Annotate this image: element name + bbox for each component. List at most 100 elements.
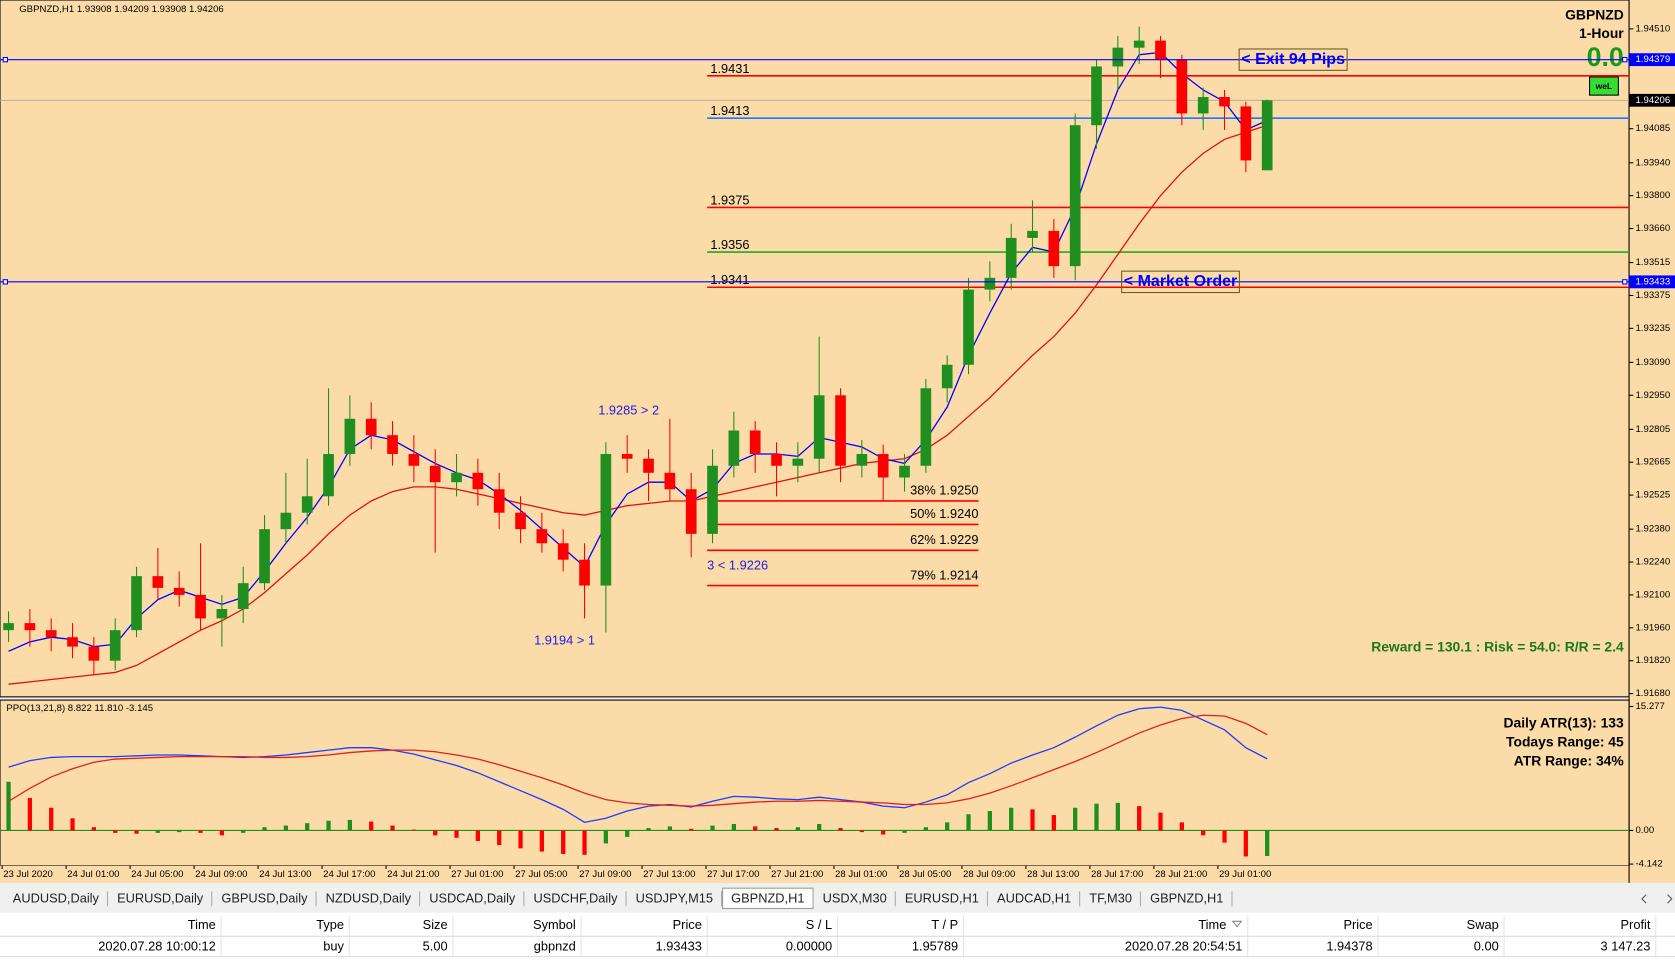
candle-body: [792, 458, 804, 466]
tab-label[interactable]: NZDUSD,Daily: [326, 890, 412, 905]
cell: buy: [323, 938, 344, 953]
ppo-histogram-bar: [497, 830, 502, 846]
order-end: [2, 279, 9, 285]
ppo-histogram-bar: [667, 826, 672, 831]
level-label: 1.9341: [710, 272, 749, 287]
candle-body: [877, 454, 889, 478]
tab-label[interactable]: AUDUSD,Daily: [13, 890, 100, 905]
candle-body: [301, 496, 313, 513]
column-header[interactable]: Size: [423, 917, 448, 932]
y-tick-label: 0.00: [1635, 825, 1654, 836]
tab-label[interactable]: USDCHF,Daily: [534, 890, 619, 905]
order-box: [1121, 270, 1240, 294]
symbol-label: GBPNZD: [1565, 7, 1624, 23]
candle-body: [365, 418, 377, 436]
ppo-histogram-bar: [6, 781, 11, 831]
ppo-histogram-bar: [411, 829, 417, 831]
y-tick-label: 1.92950: [1635, 390, 1670, 401]
ppo-histogram-bar: [1158, 812, 1163, 831]
ppo-histogram-bar: [49, 807, 54, 831]
candle-body: [344, 418, 356, 455]
x-tick-label: 28 Jul 05:00: [899, 869, 951, 880]
ppo-histogram-bar: [582, 830, 587, 855]
tab[interactable]: [627, 888, 722, 909]
tab-label[interactable]: GBPNZD,H1: [731, 890, 804, 905]
column-header[interactable]: Time: [188, 917, 216, 932]
y-tick-label: 1.92100: [1635, 589, 1670, 600]
ppo-histogram-bar: [1094, 803, 1099, 831]
cell: 1.93433: [656, 938, 702, 953]
tab-label[interactable]: TF,M30: [1089, 890, 1132, 905]
column-header[interactable]: Time: [1198, 917, 1226, 932]
y-tick-label: 1.92525: [1635, 490, 1670, 501]
candle-body: [45, 630, 57, 638]
candle-body: [88, 646, 100, 661]
current-price-box: [1629, 93, 1675, 107]
ppo-histogram-bar: [219, 830, 225, 836]
ppo-histogram-bar: [710, 825, 715, 831]
tab-scroll[interactable]: [1641, 894, 1673, 904]
tab-label[interactable]: AUDCAD,H1: [997, 890, 1071, 905]
ppo-histogram-bar: [753, 826, 758, 831]
tab-label[interactable]: USDJPY,M15: [636, 890, 713, 905]
column-header[interactable]: S / L: [806, 917, 832, 932]
x-tick-label: 28 Jul 09:00: [963, 869, 1015, 880]
tab-label[interactable]: GBPNZD,H1: [1150, 890, 1223, 905]
y-tick-label: 1.93515: [1635, 257, 1670, 268]
tab[interactable]: [896, 888, 988, 909]
ppo-histogram-bar: [177, 830, 182, 833]
wel-button[interactable]: [1589, 76, 1619, 96]
ppo-histogram-bar: [1265, 830, 1270, 856]
wel-button-label[interactable]: weL: [1595, 81, 1613, 91]
tab[interactable]: [524, 888, 627, 909]
pnl-display: 0.0: [1587, 42, 1624, 72]
tab-label[interactable]: GBPUSD,Daily: [221, 890, 308, 905]
tab-label[interactable]: USDX,M30: [823, 890, 887, 905]
ppo-histogram-bar: [817, 823, 822, 831]
tab-label[interactable]: EURUSD,Daily: [117, 890, 204, 905]
tab[interactable]: [1141, 888, 1232, 909]
tab-label[interactable]: EURUSD,H1: [905, 890, 979, 905]
fib-label: 38% 1.9250: [910, 483, 978, 498]
tab[interactable]: [814, 888, 896, 909]
candle-body: [707, 465, 718, 534]
tab[interactable]: [4, 888, 108, 909]
x-tick-label: 28 Jul 21:00: [1155, 869, 1207, 880]
candle-body: [1176, 59, 1188, 114]
ppo-histogram-bar: [1073, 807, 1078, 831]
candle-body: [941, 364, 953, 389]
price-pane: [0, 0, 1630, 698]
column-header[interactable]: T / P: [931, 917, 958, 932]
ppo-histogram-bar: [475, 830, 481, 842]
candle-body: [664, 472, 676, 490]
tab[interactable]: [988, 888, 1080, 909]
tab-label[interactable]: USDCAD,Daily: [429, 890, 516, 905]
column-header[interactable]: Swap: [1467, 917, 1499, 932]
sort-arrow[interactable]: [1231, 920, 1243, 928]
tab[interactable]: [1080, 888, 1141, 909]
level-label: 1.9431: [710, 61, 749, 76]
tab[interactable]: [108, 888, 212, 909]
ppo-histogram-bar: [966, 814, 971, 831]
tab[interactable]: [317, 888, 420, 909]
cell: 3 147.23: [1601, 938, 1651, 953]
tab[interactable]: [420, 888, 524, 909]
column-header[interactable]: Symbol: [533, 917, 576, 932]
column-header[interactable]: Type: [316, 917, 344, 932]
candle-body: [600, 454, 612, 586]
candle-body: [1155, 40, 1166, 60]
x-tick-label: 24 Jul 09:00: [195, 869, 247, 880]
candle-body: [728, 430, 740, 466]
x-tick-label: 27 Jul 09:00: [579, 869, 631, 880]
candle-body: [771, 454, 782, 466]
column-header[interactable]: Price: [1343, 917, 1372, 932]
current-price: 1.94206: [1635, 95, 1670, 106]
x-tick-label: 24 Jul 13:00: [259, 869, 311, 880]
x-tick-label: 28 Jul 01:00: [835, 869, 887, 880]
tab[interactable]: [212, 888, 317, 909]
column-header[interactable]: Price: [673, 917, 702, 932]
order-box: [1238, 48, 1348, 71]
y-tick-label: 1.93940: [1635, 157, 1670, 168]
x-tick-label: 27 Jul 21:00: [771, 869, 823, 880]
column-header[interactable]: Profit: [1621, 917, 1651, 932]
